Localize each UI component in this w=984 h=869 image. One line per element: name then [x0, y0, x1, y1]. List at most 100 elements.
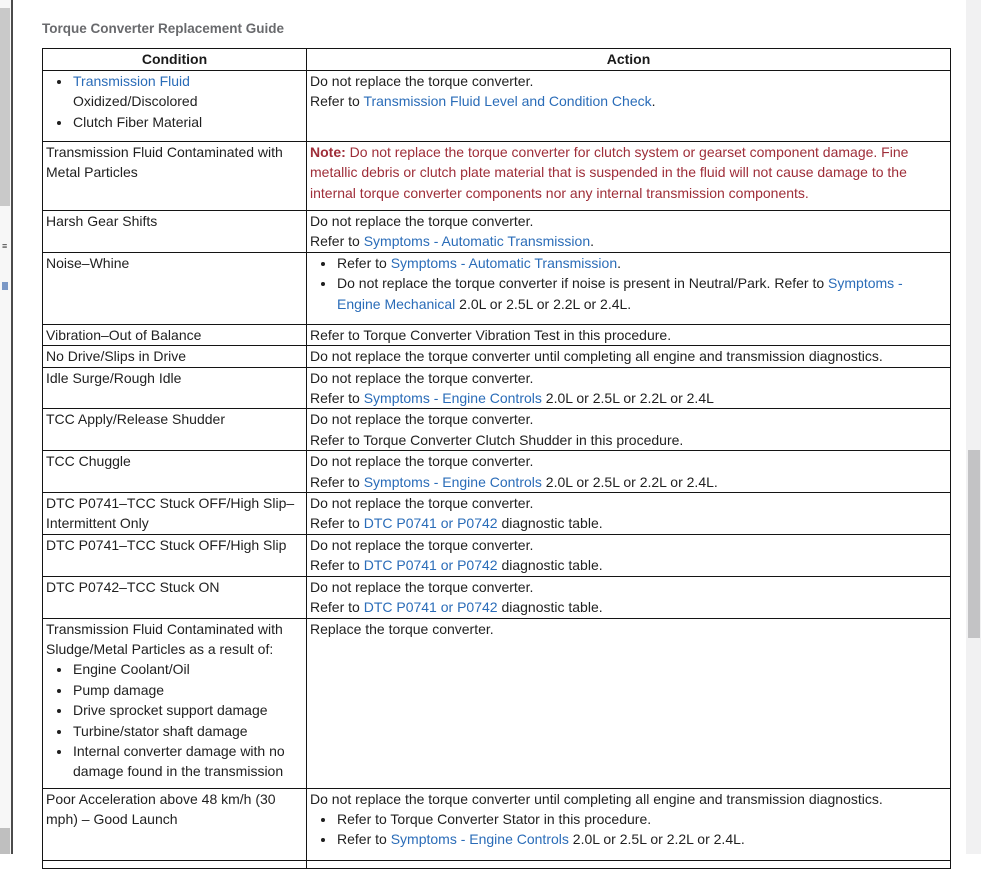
bullet-item: Refer to Symptoms - Engine Controls 2.0L…	[336, 829, 947, 849]
bullet-item: Refer to Torque Converter Stator in this…	[336, 809, 947, 829]
text: Refer to	[337, 831, 391, 848]
text: Replace the torque converter.	[310, 620, 494, 637]
text: Idle Surge/Rough Idle	[46, 369, 182, 386]
text: DTC P0741–TCC Stuck OFF/High Slip–Interm…	[46, 495, 295, 532]
text: 2.0L or 2.5L or 2.2L or 2.4L	[541, 390, 714, 407]
left-scrollbar-thumb-bottom[interactable]	[0, 828, 10, 854]
condition-cell: DTC P0741–TCC Stuck OFF/High Slip–Interm…	[42, 492, 307, 535]
condition-cell: Transmission Fluid Oxidized/DiscoloredCl…	[42, 70, 307, 142]
link[interactable]: Symptoms - Automatic Transmission	[363, 233, 591, 250]
text: Do not replace the torque converter.	[310, 213, 534, 229]
table-row: TCC Chuggle Do not replace the torque con…	[42, 450, 951, 494]
paragraph: Refer to Symptoms - Engine Controls 2.0L…	[310, 472, 947, 492]
link[interactable]: Symptoms - Engine Mechanical	[337, 275, 903, 312]
text: Do not replace the torque converter.	[310, 411, 534, 428]
paragraph: Refer to Symptoms - Engine Controls 2.0L…	[310, 388, 947, 408]
text: Refer to	[310, 599, 364, 616]
bullet-item: Turbine/stator shaft damage	[72, 721, 303, 741]
bullet-item: Transmission Fluid Oxidized/Discolored	[72, 72, 303, 112]
vertical-scrollbar[interactable]	[966, 0, 981, 854]
paragraph: Refer to DTC P0741 or P0742 diagnostic t…	[310, 597, 947, 617]
text: Transmission Fluid Contaminated with Slu…	[46, 620, 283, 657]
text: Refer to	[337, 254, 391, 271]
paragraph: DTC P0742–TCC Stuck ON	[46, 577, 303, 597]
action-cell: Do not replace the torque converter unti…	[306, 345, 951, 368]
paragraph: TCC Apply/Release Shudder	[46, 410, 303, 430]
left-scrollbar-thumb[interactable]	[0, 8, 10, 206]
table-row: DTC P0741–TCC Stuck OFF/High Slip–Interm…	[42, 492, 951, 535]
text: diagnostic table.	[497, 599, 603, 616]
paragraph: Vibration–Out of Balance	[46, 325, 303, 344]
left-edge-glyph-blue	[2, 282, 8, 290]
text: Internal converter damage with no damage…	[73, 742, 285, 780]
condition-cell	[42, 859, 307, 869]
action-cell: Do not replace the torque converter. Refe…	[306, 533, 951, 577]
table-row-partial	[42, 859, 951, 869]
text: Do not replace the torque converter.	[310, 495, 534, 512]
link[interactable]: Transmission Fluid Level and Condition C…	[363, 93, 652, 110]
action-cell: Do not replace the torque converter. Refe…	[306, 210, 951, 253]
table-row: DTC P0741–TCC Stuck OFF/High Slip Do not …	[42, 533, 951, 577]
left-edge-glyph-dark: ≡	[2, 241, 8, 251]
text: Do not replace the torque converter unti…	[310, 348, 883, 365]
link[interactable]: DTC P0741 or P0742	[363, 515, 498, 532]
link[interactable]: Symptoms - Engine Controls	[363, 473, 542, 490]
column-header-action: Action	[306, 48, 951, 71]
action-cell: Refer to Torque Converter Vibration Test…	[306, 323, 951, 347]
text: Refer to	[310, 515, 364, 532]
text: Refer to	[310, 93, 364, 110]
text: Refer to Torque Converter Clutch Shudder…	[310, 431, 684, 448]
text: Refer to Torque Converter Vibration Test…	[310, 326, 672, 343]
action-cell: Do not replace the torque converter. Refe…	[306, 366, 951, 410]
paragraph: Idle Surge/Rough Idle	[46, 368, 303, 388]
table-row: Vibration–Out of Balance Refer to Torque …	[42, 323, 951, 347]
text: Refer to	[310, 557, 364, 574]
bullet-list: Transmission Fluid Oxidized/DiscoloredCl…	[46, 72, 303, 133]
bullet-list: Refer to Symptoms - Automatic Transmissi…	[310, 253, 947, 314]
bullet-list: Refer to Torque Converter Stator in this…	[310, 809, 947, 850]
note-label: Note:	[310, 144, 346, 160]
paragraph: Noise–Whine	[46, 253, 303, 273]
action-cell: Do not replace the torque converter. Refe…	[306, 492, 951, 535]
link[interactable]: Symptoms - Engine Controls	[390, 831, 569, 848]
text: Do not replace the torque converter.	[310, 578, 534, 595]
text: 2.0L or 2.5L or 2.2L or 2.4L.	[455, 295, 632, 312]
text: Engine Coolant/Oil	[73, 661, 190, 678]
link[interactable]: DTC P0741 or P0742	[363, 599, 498, 616]
table-row: Poor Acceleration above 48 km/h (30 mph)…	[42, 787, 951, 861]
link[interactable]: Symptoms - Automatic Transmission	[390, 254, 618, 271]
condition-cell: Vibration–Out of Balance	[42, 323, 307, 347]
document-area: Torque Converter Replacement Guide Condi…	[13, 0, 965, 869]
text: Turbine/stator shaft damage	[73, 722, 248, 739]
link[interactable]: Transmission Fluid	[73, 73, 190, 89]
left-panel-edge: ≡	[0, 0, 13, 854]
text: Refer to	[310, 233, 364, 250]
text: Harsh Gear Shifts	[46, 213, 158, 229]
text: .	[651, 93, 656, 110]
action-cell: Do not replace the torque converter. Refe…	[306, 450, 951, 494]
paragraph: Note: Do not replace the torque converte…	[310, 143, 947, 204]
text: Do not replace the torque converter if n…	[337, 275, 829, 292]
text: DTC P0742–TCC Stuck ON	[46, 578, 220, 595]
text: TCC Chuggle	[46, 453, 131, 470]
text: Noise–Whine	[46, 254, 130, 271]
text: Refer to	[310, 473, 364, 490]
paragraph: Do not replace the torque converter.	[310, 494, 947, 514]
text: No Drive/Slips in Drive	[46, 348, 187, 365]
paragraph: Replace the torque converter.	[310, 619, 947, 639]
condition-cell: Harsh Gear Shifts	[42, 210, 307, 253]
condition-cell: Transmission Fluid Contaminated with Slu…	[42, 617, 307, 789]
text: 2.0L or 2.5L or 2.2L or 2.4L.	[541, 473, 718, 490]
paragraph: Do not replace the torque converter.	[310, 577, 947, 597]
paragraph: Refer to Transmission Fluid Level and Co…	[310, 91, 947, 111]
link[interactable]: Symptoms - Engine Controls	[363, 390, 542, 407]
text: Refer to	[310, 390, 364, 407]
action-cell: Do not replace the torque converter. Refe…	[306, 70, 951, 142]
page-title: Torque Converter Replacement Guide	[42, 21, 285, 36]
note-text: Do not replace the torque converter for …	[310, 144, 909, 201]
condition-cell: Noise–Whine	[42, 251, 307, 325]
vertical-scrollbar-thumb[interactable]	[968, 450, 980, 638]
paragraph: Refer to Torque Converter Vibration Test…	[310, 325, 947, 344]
link[interactable]: DTC P0741 or P0742	[363, 557, 498, 574]
table-row: Noise–Whine Refer to Symptoms - Automatic…	[42, 251, 951, 325]
